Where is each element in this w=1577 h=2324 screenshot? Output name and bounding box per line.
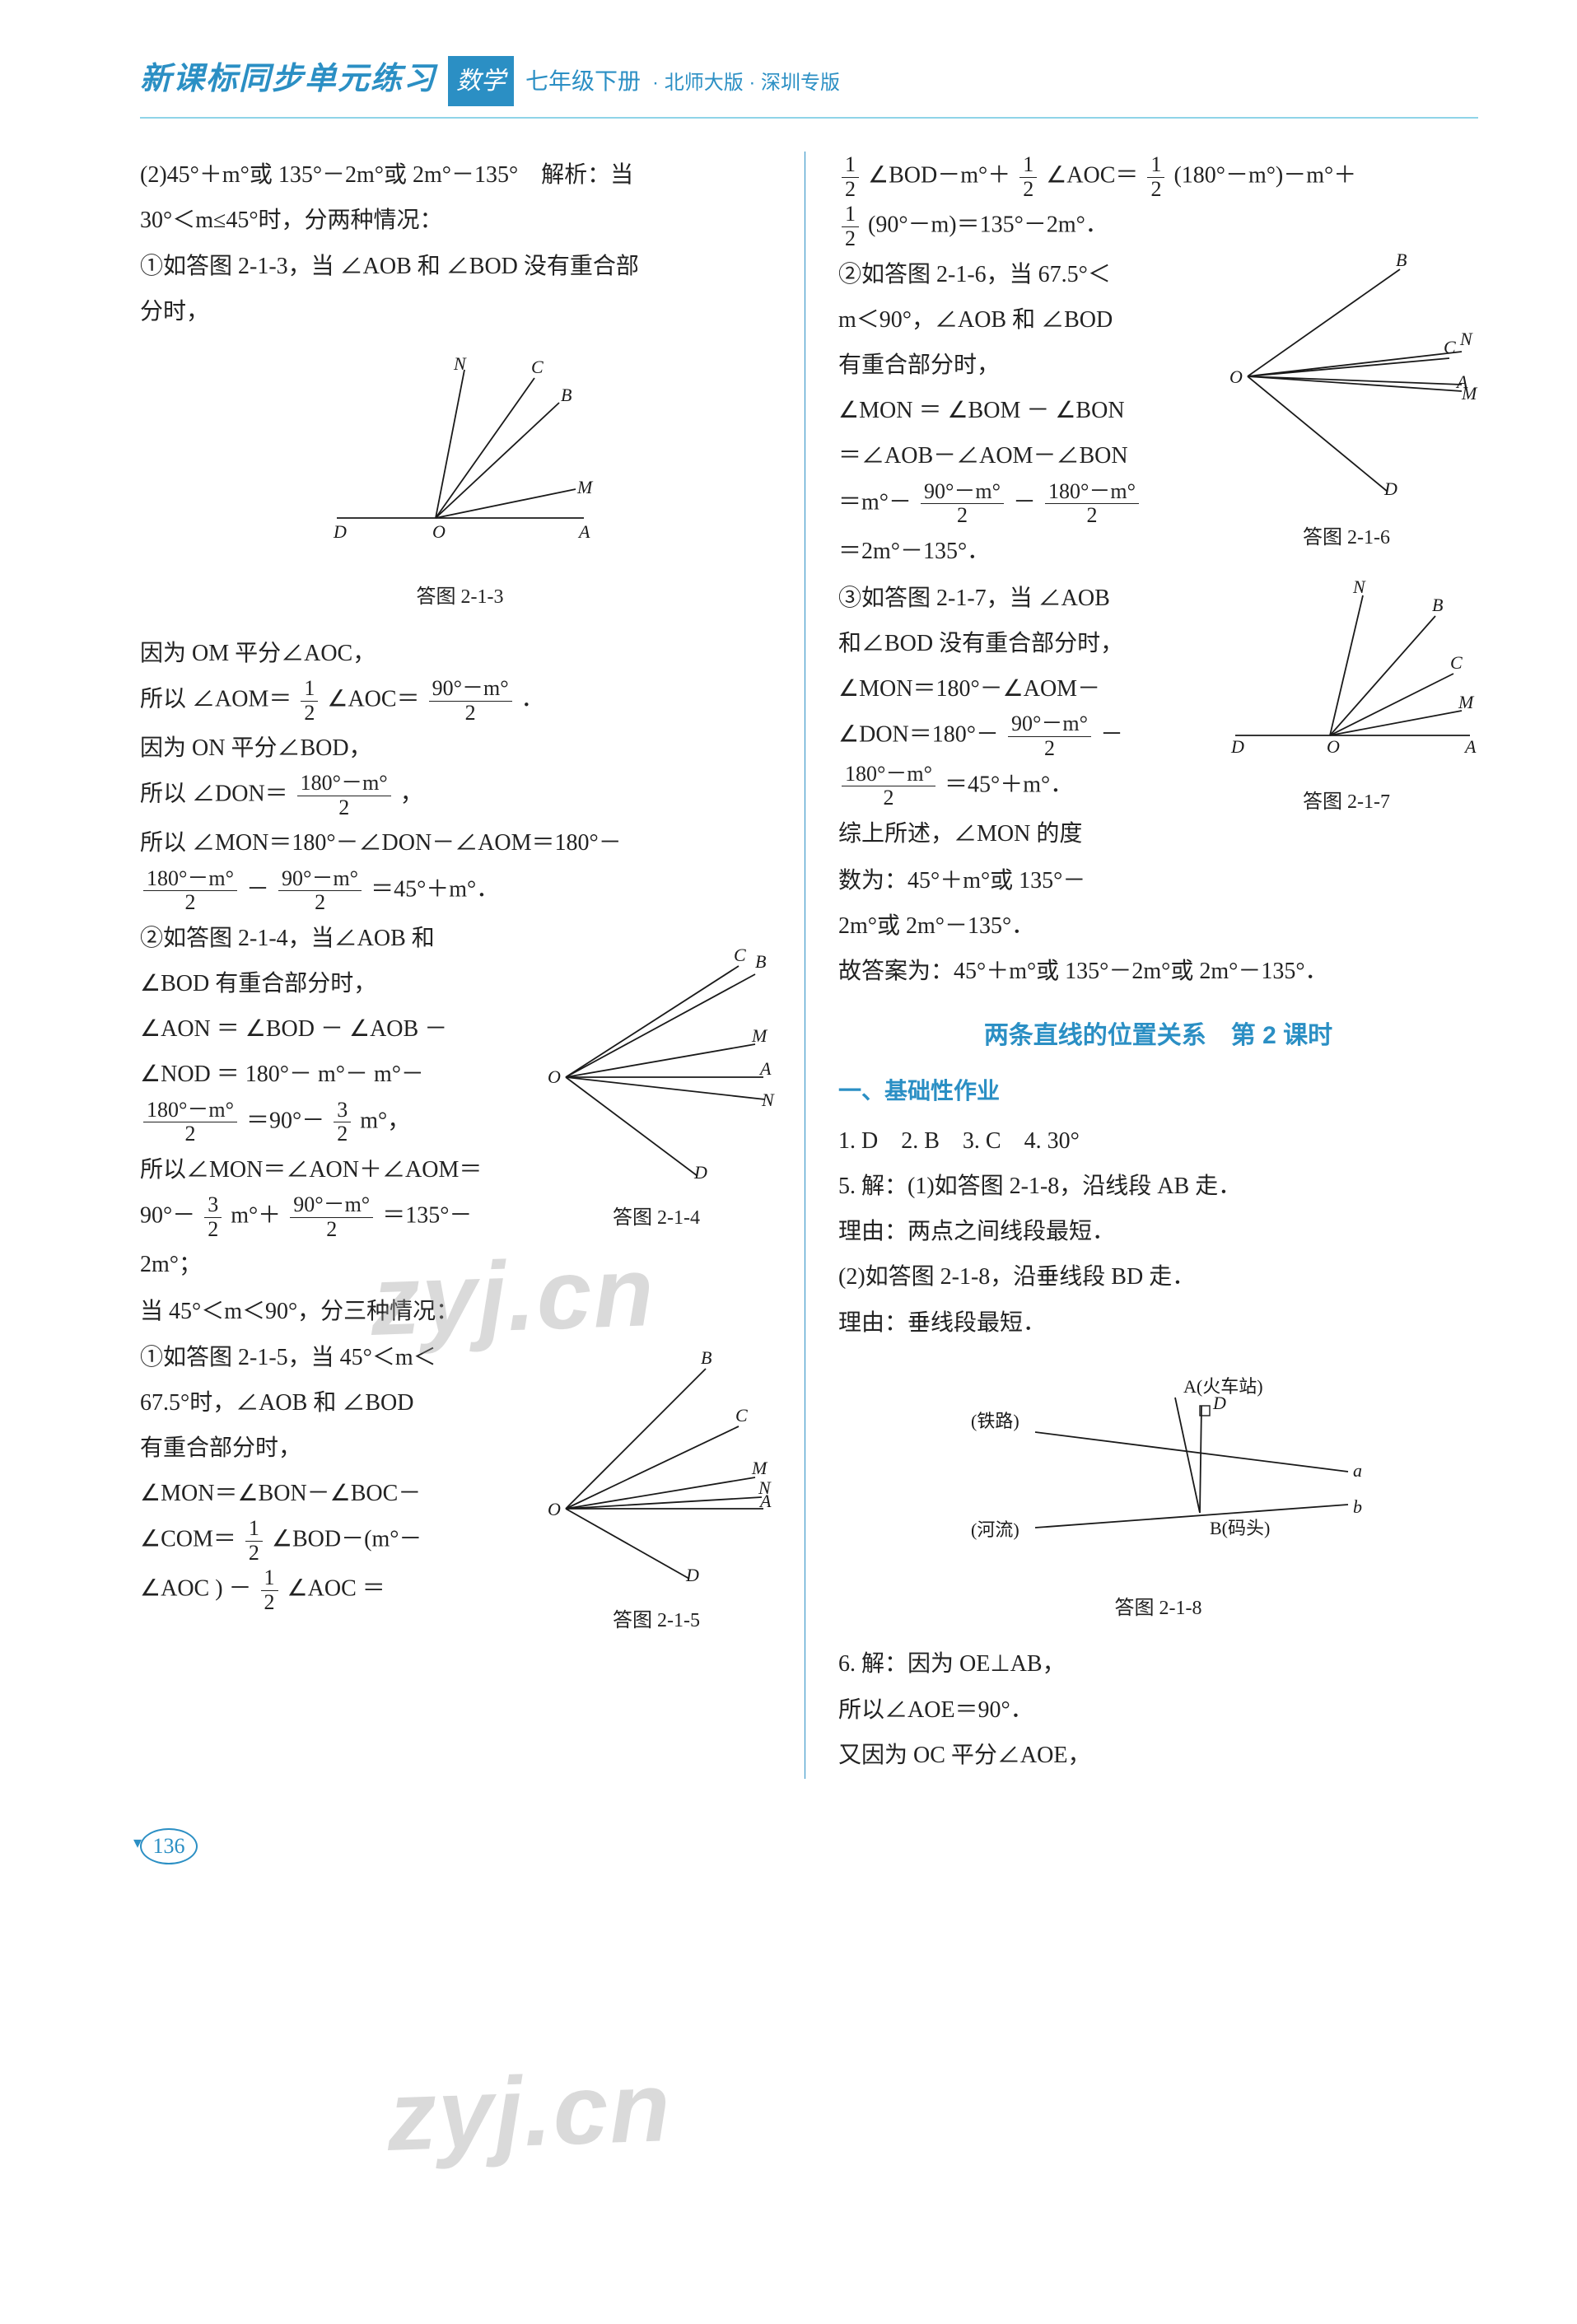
svg-text:O: O (1229, 366, 1243, 387)
svg-text:M: M (1461, 383, 1478, 404)
figure-caption: 答图 2-1-8 (838, 1590, 1478, 1628)
figure-2-1-6: AMNCBDO 答图 2-1-6 (1215, 253, 1478, 572)
svg-text:B: B (561, 385, 572, 405)
svg-text:B: B (1432, 595, 1443, 615)
figure-caption: 答图 2-1-4 (533, 1200, 780, 1238)
figure-caption: 答图 2-1-7 (1215, 784, 1478, 822)
svg-text:N: N (1352, 576, 1366, 597)
math-line: 180°－m°2 － 90°－m°2 ＝45°＋m°． (140, 867, 780, 915)
text-line: 6. 解：因为 OE⊥AB， (838, 1642, 1478, 1686)
svg-text:D: D (1230, 736, 1244, 757)
svg-text:O: O (548, 1499, 561, 1519)
left-column: (2)45°＋m°或 135°－2m°或 2m°－135° 解析：当 30°＜m… (140, 152, 805, 1779)
svg-text:D: D (1383, 478, 1397, 499)
answers-line: 1. D 2. B 3. C 4. 30° (838, 1119, 1478, 1163)
figure-2-1-4: AN M CB D O 答图 2-1-4 (533, 917, 780, 1253)
svg-text:B: B (701, 1347, 712, 1368)
figure-caption: 答图 2-1-5 (533, 1603, 780, 1640)
text-line: 2m°或 2m°－135°． (838, 904, 1478, 948)
svg-text:B: B (1396, 253, 1407, 270)
right-column: 12 ∠BOD－m°＋ 12 ∠AOC＝ 12 (180°－m°)－m°＋ 12… (822, 152, 1478, 1779)
svg-text:A: A (577, 521, 590, 542)
svg-text:b: b (1353, 1496, 1362, 1517)
svg-text:N: N (453, 353, 467, 374)
svg-text:a: a (1353, 1460, 1362, 1481)
text-line: 数为：45°＋m°或 135°－ (838, 859, 1478, 903)
header-title: 新课标同步单元练习 (140, 49, 436, 109)
watermark: zyj.cn (384, 2013, 674, 2210)
math-line: 12 ∠BOD－m°＋ 12 ∠AOC＝ 12 (180°－m°)－m°＋ (838, 153, 1478, 201)
svg-text:(铁路): (铁路) (971, 1411, 1019, 1431)
math-line: 所以 ∠DON＝ 180°－m°2 ， (140, 772, 780, 819)
svg-text:N: N (758, 1477, 772, 1498)
text-line: 所以∠AOE＝90°． (838, 1688, 1478, 1732)
svg-text:O: O (1327, 736, 1340, 757)
text-line: 故答案为：45°＋m°或 135°－2m°或 2m°－135°． (838, 950, 1478, 993)
svg-text:M: M (751, 1025, 768, 1046)
svg-text:(河流): (河流) (971, 1519, 1019, 1540)
svg-text:C: C (734, 945, 746, 965)
text-line: 分时， (140, 290, 780, 334)
svg-text:C: C (735, 1405, 748, 1426)
svg-text:C: C (1444, 337, 1456, 357)
svg-text:D: D (1212, 1393, 1226, 1413)
svg-text:N: N (1459, 329, 1473, 349)
svg-text:A: A (1463, 736, 1477, 757)
header-version: · 北师大版 · 深圳专版 (652, 64, 840, 102)
svg-text:B: B (755, 951, 766, 972)
svg-text:M: M (1458, 692, 1475, 712)
header-subject: 数学 (448, 56, 514, 106)
sub-heading: 一、基础性作业 (838, 1069, 1478, 1113)
section-title: 两条直线的位置关系 第 2 课时 (838, 1012, 1478, 1059)
text-line: 因为 OM 平分∠AOC， (140, 632, 780, 675)
svg-text:C: C (1450, 652, 1463, 673)
text-line: 当 45°＜m＜90°，分三种情况： (140, 1290, 780, 1333)
text-line: 又因为 OC 平分∠AOE， (838, 1734, 1478, 1777)
figure-caption: 答图 2-1-6 (1215, 520, 1478, 558)
svg-text:B(码头): B(码头) (1210, 1518, 1270, 1538)
figure-2-1-3: D A M BC N O (140, 345, 780, 574)
math-line: 所以 ∠AOM＝ 12 ∠AOC＝ 90°－m°2 ． (140, 677, 780, 725)
text-line: (2)45°＋m°或 135°－2m°或 2m°－135° 解析：当 (140, 153, 780, 197)
text-line: 因为 ON 平分∠BOD， (140, 726, 780, 770)
figure-2-1-5: ANMCBDO 答图 2-1-5 (533, 1336, 780, 1655)
page-header: 新课标同步单元练习 数学 七年级下册 · 北师大版 · 深圳专版 (140, 49, 1478, 119)
text-line: 5. 解：(1)如答图 2-1-8，沿线段 AB 走． (838, 1164, 1478, 1208)
svg-text:D: D (685, 1565, 699, 1583)
svg-text:M: M (751, 1458, 768, 1478)
text-line: 所以 ∠MON＝180°－∠DON－∠AOM＝180°－ (140, 821, 780, 865)
svg-text:A: A (758, 1058, 772, 1079)
svg-text:D: D (693, 1162, 707, 1180)
text-line: 30°＜m≤45°时，分两种情况： (140, 198, 780, 242)
header-grade: 七年级下册 (525, 59, 641, 103)
svg-text:C: C (531, 357, 544, 377)
page-number: 136 (140, 1828, 198, 1864)
svg-text:O: O (548, 1066, 561, 1087)
figure-2-1-7: D A MC B N O 答图 2-1-7 (1215, 575, 1478, 837)
svg-text:D: D (333, 521, 347, 542)
text-line: (2)如答图 2-1-8，沿垂线段 BD 走． (838, 1255, 1478, 1299)
text-line: ①如答图 2-1-3，当 ∠AOB 和 ∠BOD 没有重合部 (140, 245, 780, 288)
svg-text:M: M (576, 477, 594, 497)
figure-caption: 答图 2-1-3 (140, 579, 780, 617)
text-line: 理由：垂线段最短． (838, 1301, 1478, 1345)
text-line: 理由：两点之间线段最短． (838, 1210, 1478, 1253)
math-line: 12 (90°－m)＝135°－2m°． (838, 203, 1478, 250)
figure-2-1-8: A(火车站)DB(码头)ab(铁路)(河流) (838, 1356, 1478, 1585)
svg-text:N: N (761, 1090, 775, 1110)
svg-text:O: O (432, 521, 446, 542)
